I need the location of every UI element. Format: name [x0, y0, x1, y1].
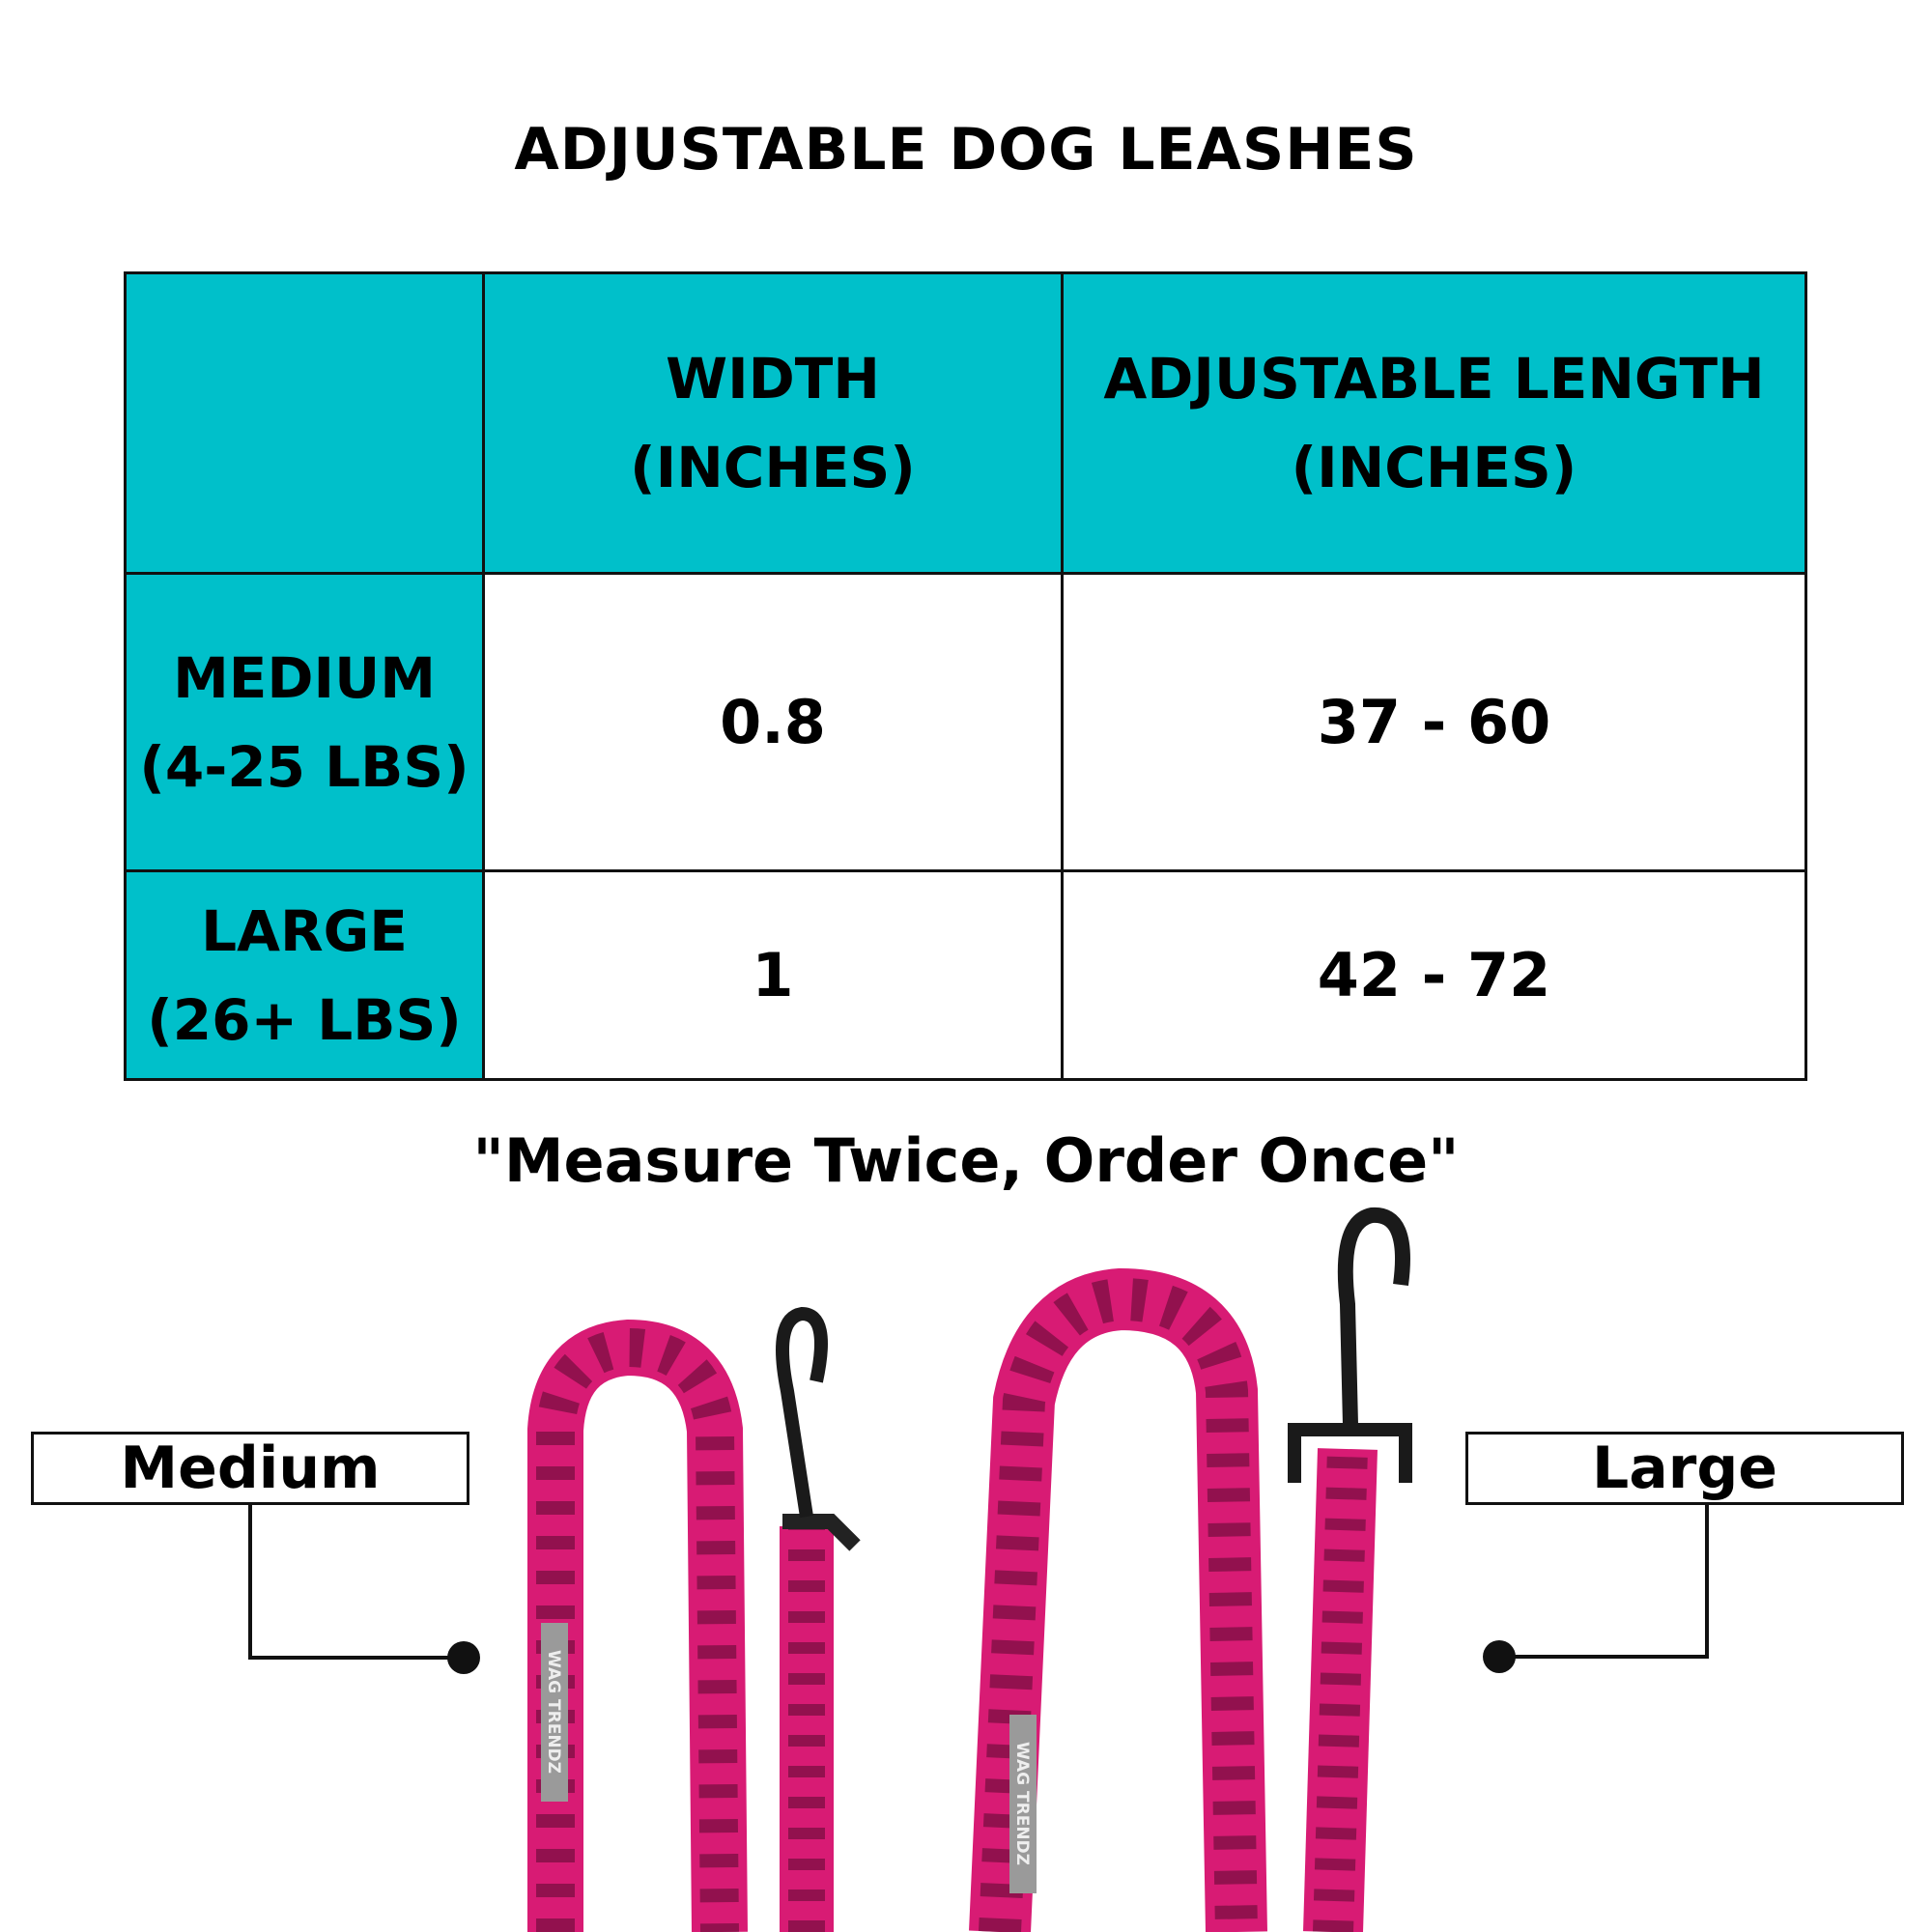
row-size-large: LARGE (26+ LBS): [124, 869, 485, 1081]
weight-label: (26+ LBS): [147, 986, 462, 1053]
width-value: 0.8: [482, 572, 1064, 872]
length-value: 37 - 60: [1061, 572, 1807, 872]
width-value: 1: [482, 869, 1064, 1081]
size-chart-table: WIDTH (INCHES) ADJUSTABLE LENGTH (INCHES…: [124, 271, 1807, 1081]
medium-leash: WAG TRENDZ: [527, 1306, 861, 1932]
header-length-line1: ADJUSTABLE LENGTH: [1103, 346, 1765, 412]
callout-large: Large: [1465, 1432, 1904, 1505]
large-pointer-dot: [1483, 1640, 1516, 1673]
large-strap: [969, 1267, 1267, 1932]
row-size-medium: MEDIUM (4-25 LBS): [124, 572, 485, 872]
large-leash: WAG TRENDZ: [969, 1207, 1412, 1932]
header-length-line2: (INCHES): [1291, 435, 1577, 500]
length-value: 42 - 72: [1061, 869, 1807, 1081]
medium-strap: [527, 1319, 748, 1932]
brand-tag: [1009, 1715, 1037, 1893]
header-length: ADJUSTABLE LENGTH (INCHES): [1061, 271, 1807, 575]
large-clasp-hook: [1337, 1207, 1410, 1426]
table-row: MEDIUM (4-25 LBS) 0.8 37 - 60: [124, 572, 1807, 872]
medium-pointer-dot: [447, 1641, 480, 1674]
callout-lines: [248, 1505, 1709, 1660]
medium-leader-line: [248, 1505, 462, 1660]
size-label: LARGE: [201, 897, 408, 964]
page-title: ADJUSTABLE DOG LEASHES: [514, 116, 1418, 184]
medium-clasp-hook: [776, 1306, 828, 1519]
large-leader-line: [1499, 1505, 1709, 1659]
header-width-line1: WIDTH: [666, 346, 880, 412]
header-width: WIDTH (INCHES): [482, 271, 1064, 575]
table-row: LARGE (26+ LBS) 1 42 - 72: [124, 869, 1807, 1081]
brand-tag-text: WAG TRENDZ: [1012, 1742, 1032, 1865]
medium-clasp-ring: [782, 1514, 861, 1551]
large-clasp-ring: [1288, 1423, 1412, 1483]
callout-medium: Medium: [31, 1432, 469, 1505]
large-strap-tail-pattern: [1313, 1448, 1368, 1932]
size-label: MEDIUM: [173, 644, 436, 711]
tagline-quote: "Measure Twice, Order Once": [472, 1125, 1460, 1196]
brand-tag-text: WAG TRENDZ: [544, 1650, 563, 1774]
weight-label: (4-25 LBS): [139, 733, 469, 800]
header-width-line2: (INCHES): [630, 435, 916, 500]
header-empty-cell: [124, 271, 485, 575]
brand-tag: [541, 1623, 568, 1802]
table-header-row: WIDTH (INCHES) ADJUSTABLE LENGTH (INCHES…: [124, 271, 1807, 575]
